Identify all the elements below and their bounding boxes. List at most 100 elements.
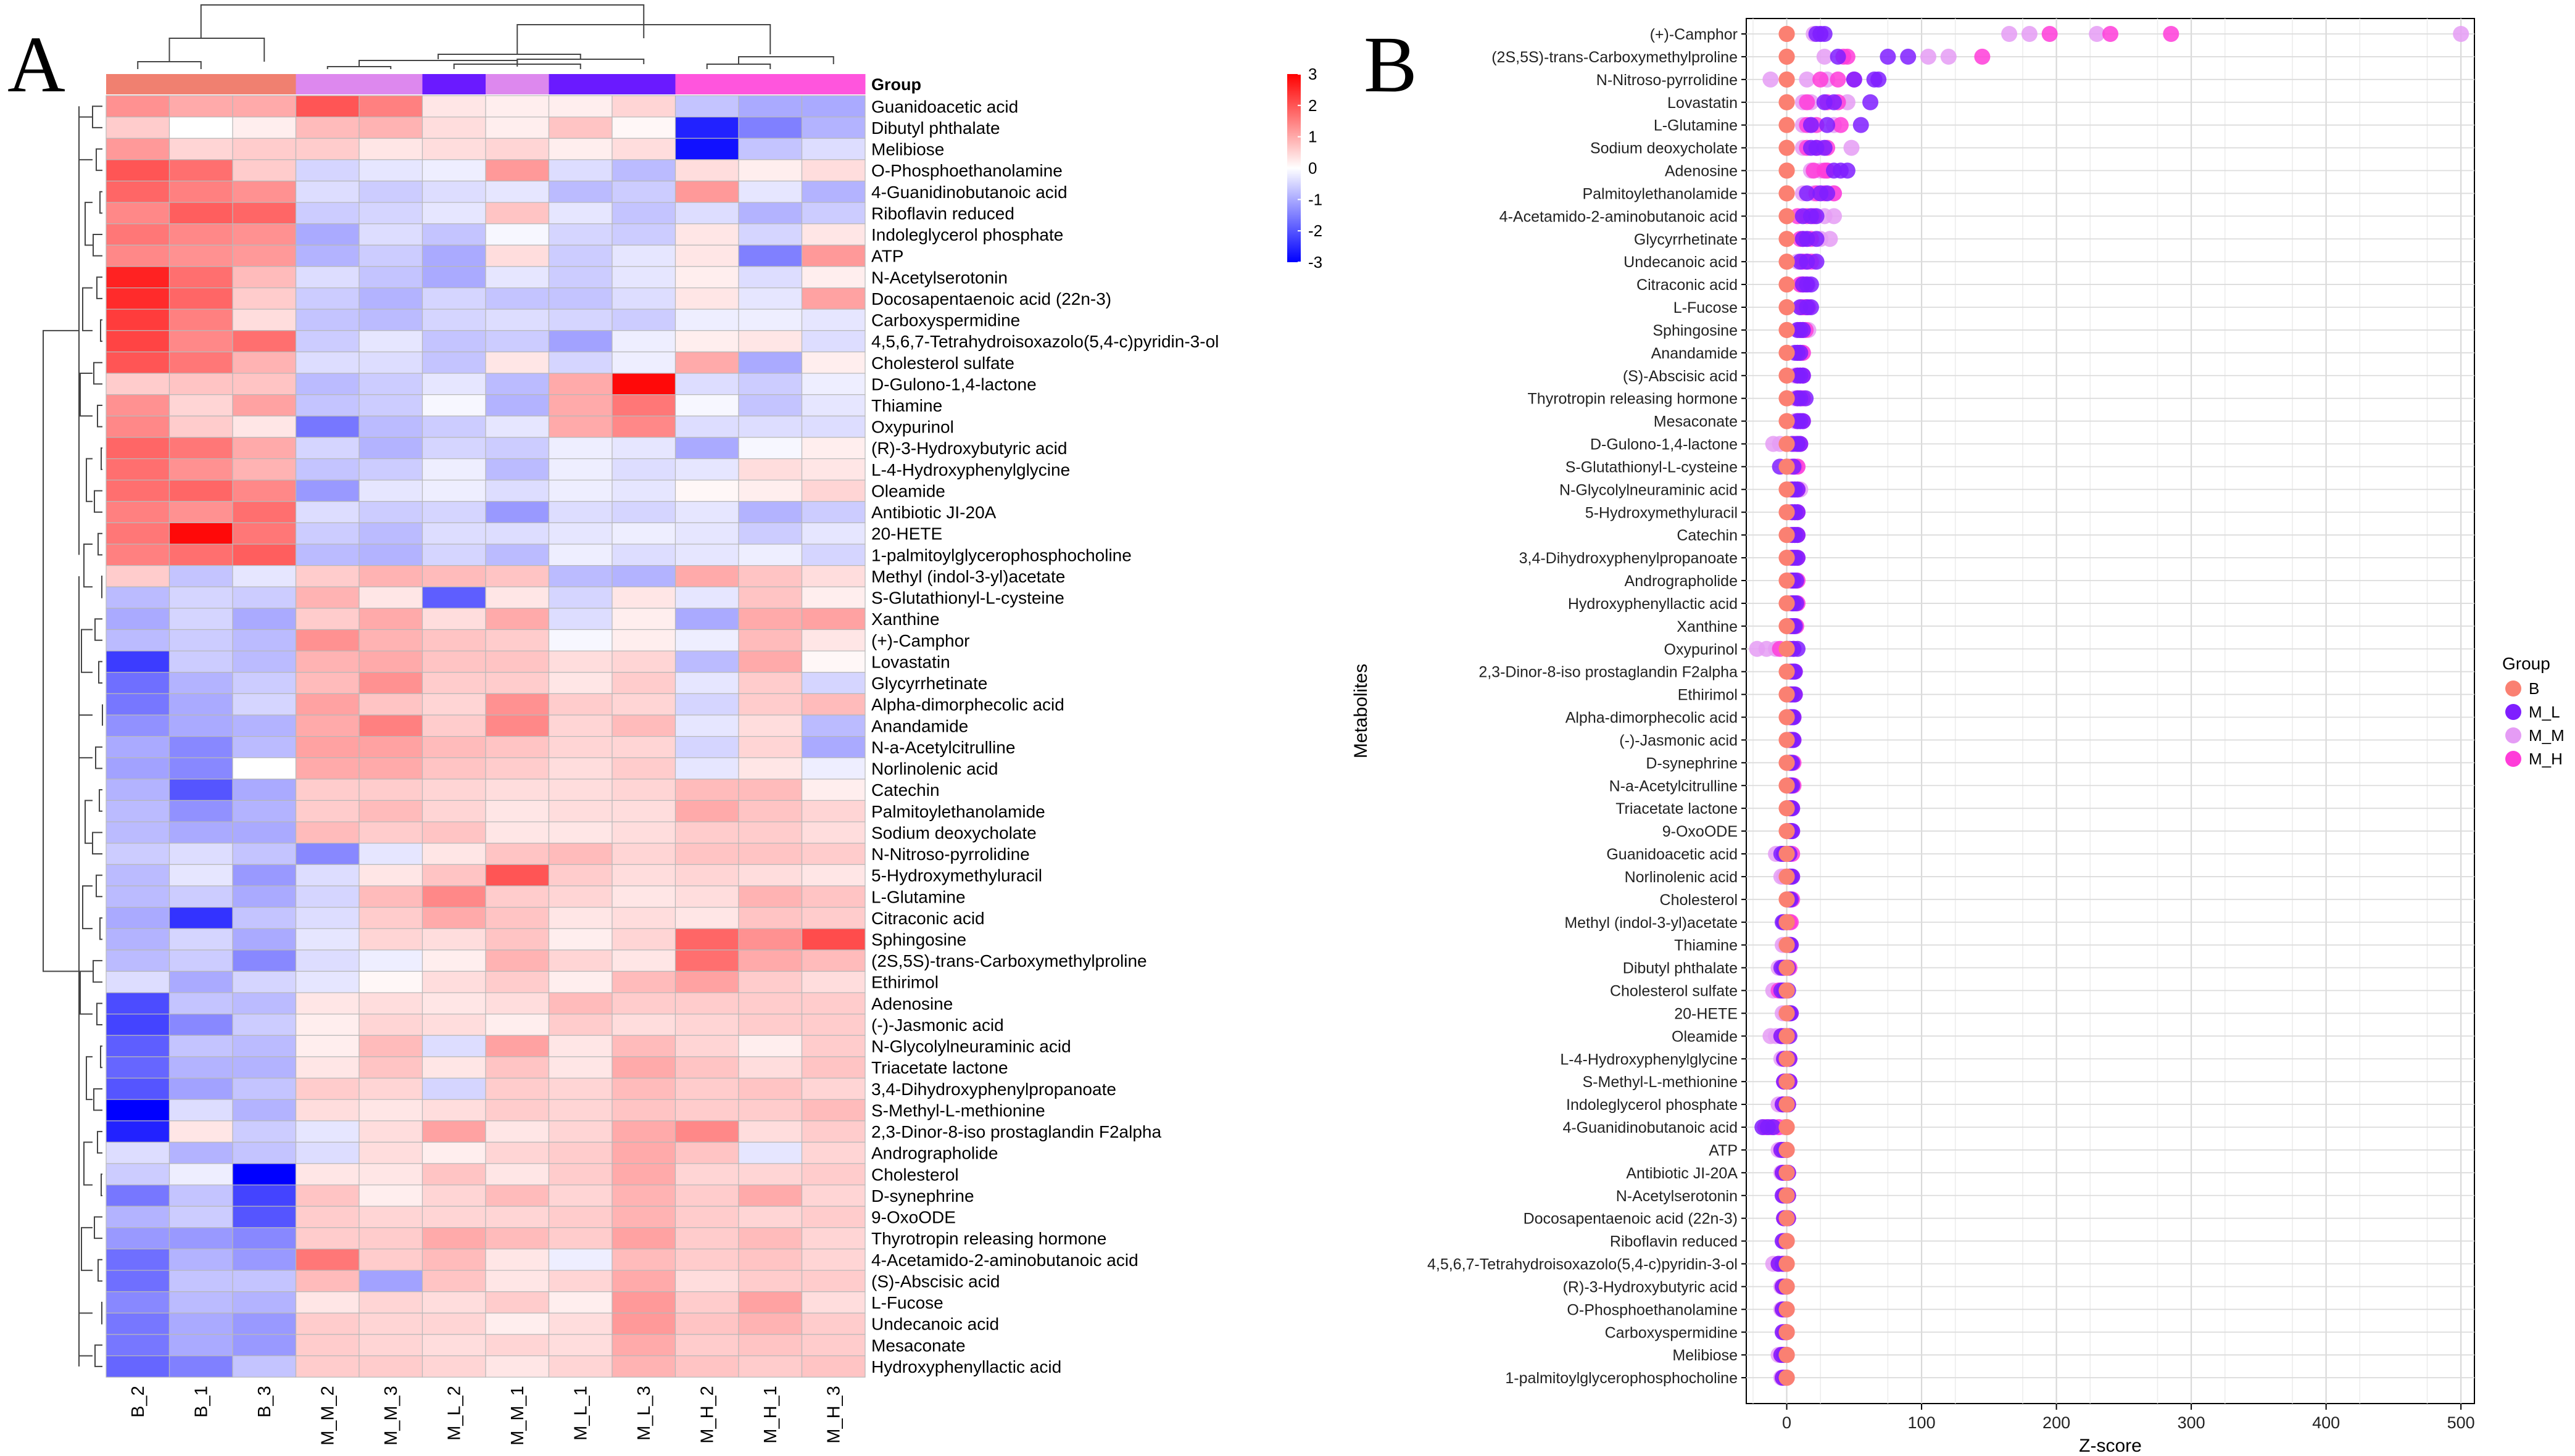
heatmap-cell xyxy=(801,864,866,887)
heatmap-cell xyxy=(168,266,233,289)
heatmap-cell xyxy=(232,458,297,481)
heatmap-cell xyxy=(801,779,866,801)
heatmap-cell xyxy=(295,672,360,694)
heatmap-cell xyxy=(106,864,170,887)
heatmap-cell xyxy=(421,1227,486,1250)
heatmap-cell xyxy=(295,629,360,651)
heatmap-cell xyxy=(168,117,233,139)
heatmap-cell xyxy=(738,1312,803,1335)
heatmap-cell xyxy=(106,522,170,545)
heatmap-cell xyxy=(232,1056,297,1079)
heatmap-cell xyxy=(738,821,803,844)
heatmap-cell xyxy=(232,180,297,203)
heatmap-cell xyxy=(738,1163,803,1186)
heatmap-cell xyxy=(232,1014,297,1036)
heatmap-cell xyxy=(612,672,676,694)
colorscale-tick-label: 0 xyxy=(1308,159,1317,178)
colorscale-tick-label: -1 xyxy=(1308,190,1322,209)
heatmap-cell xyxy=(106,479,170,502)
heatmap-cell xyxy=(295,1035,360,1057)
heatmap-cell xyxy=(421,266,486,289)
heatmap-cell xyxy=(674,970,739,993)
heatmap-cell xyxy=(485,202,550,225)
heatmap-cell xyxy=(232,223,297,246)
heatmap-cell xyxy=(612,629,676,651)
heatmap-cell xyxy=(674,928,739,951)
heatmap-cell xyxy=(801,672,866,694)
heatmap-cell xyxy=(232,970,297,993)
heatmap-cell xyxy=(421,779,486,801)
legend-swatch xyxy=(2505,751,2521,767)
heatmap-cell xyxy=(359,779,423,801)
data-point-b xyxy=(1778,1278,1795,1295)
data-point-b xyxy=(1778,618,1795,634)
row-dendrogram-branch xyxy=(94,490,102,513)
y-tick-label: Carboxyspermidine xyxy=(1605,1324,1738,1341)
heatmap-cell xyxy=(168,501,233,524)
heatmap-cell xyxy=(485,266,550,289)
heatmap-cell xyxy=(421,672,486,694)
heatmap-row-label: N-Glycolylneuraminic acid xyxy=(871,1037,1071,1056)
heatmap-row-label: Palmitoylethanolamide xyxy=(871,802,1045,821)
heatmap-cell xyxy=(612,714,676,737)
data-point-m-m xyxy=(1822,231,1838,247)
column-dendrogram-branch xyxy=(738,56,834,64)
heatmap-cell xyxy=(612,330,676,353)
heatmap-cell xyxy=(674,266,739,289)
heatmap-cell xyxy=(674,843,739,865)
heatmap-cell xyxy=(421,394,486,416)
y-tick-label: Melibiose xyxy=(1672,1347,1738,1364)
data-point-m-m xyxy=(2021,26,2038,42)
heatmap-cell xyxy=(106,138,170,160)
heatmap-cell xyxy=(612,202,676,225)
heatmap-cell xyxy=(801,501,866,524)
heatmap-cell xyxy=(612,949,676,972)
heatmap-cell xyxy=(548,1056,613,1079)
y-tick-label: Methyl (indol-3-yl)acetate xyxy=(1564,914,1738,932)
data-point-b xyxy=(1778,276,1795,293)
heatmap-cell xyxy=(359,1312,423,1335)
heatmap-cell xyxy=(801,843,866,865)
heatmap-cell xyxy=(421,522,486,545)
heatmap-cell xyxy=(168,95,233,118)
heatmap-cell xyxy=(612,95,676,118)
data-point-m-m xyxy=(2089,26,2105,42)
data-point-b xyxy=(1778,823,1795,840)
heatmap-cell xyxy=(232,1227,297,1250)
heatmap-cell xyxy=(674,1099,739,1122)
heatmap-cell xyxy=(295,1141,360,1164)
heatmap-cell xyxy=(674,1035,739,1057)
heatmap-cell xyxy=(421,586,486,609)
heatmap-cell xyxy=(106,501,170,524)
heatmap-cell xyxy=(168,1291,233,1313)
heatmap-cell xyxy=(232,330,297,353)
x-tick-label: 200 xyxy=(2042,1413,2070,1432)
heatmap-cell xyxy=(359,586,423,609)
heatmap-cell xyxy=(738,1206,803,1228)
heatmap-cell xyxy=(421,693,486,716)
heatmap-column-label: M_H_3 xyxy=(824,1386,844,1444)
heatmap-cell xyxy=(674,95,739,118)
y-tick-label: 4-Guanidinobutanoic acid xyxy=(1562,1119,1738,1136)
y-tick-label: Adenosine xyxy=(1665,163,1738,180)
heatmap-cell xyxy=(674,693,739,716)
data-point-m-h xyxy=(2163,26,2179,42)
heatmap-cell xyxy=(295,714,360,737)
data-point-m-l xyxy=(1839,162,1856,179)
data-point-b xyxy=(1778,299,1795,315)
heatmap-cell xyxy=(106,992,170,1015)
heatmap-row-label: N-a-Acetylcitrulline xyxy=(871,738,1015,757)
heatmap-cell xyxy=(106,1291,170,1313)
heatmap-cell xyxy=(359,1099,423,1122)
row-dendrogram-branch xyxy=(78,116,93,160)
heatmap-cell xyxy=(801,714,866,737)
heatmap-cell xyxy=(738,1077,803,1100)
heatmap-cell xyxy=(295,735,360,758)
heatmap-column-label: M_L_2 xyxy=(445,1386,465,1441)
x-tick-label: 100 xyxy=(1908,1413,1936,1432)
heatmap-cell xyxy=(548,266,613,289)
heatmap-cell xyxy=(674,1206,739,1228)
data-point-m-l xyxy=(1870,71,1887,88)
heatmap-cell xyxy=(359,373,423,395)
heatmap-cell xyxy=(485,843,550,865)
